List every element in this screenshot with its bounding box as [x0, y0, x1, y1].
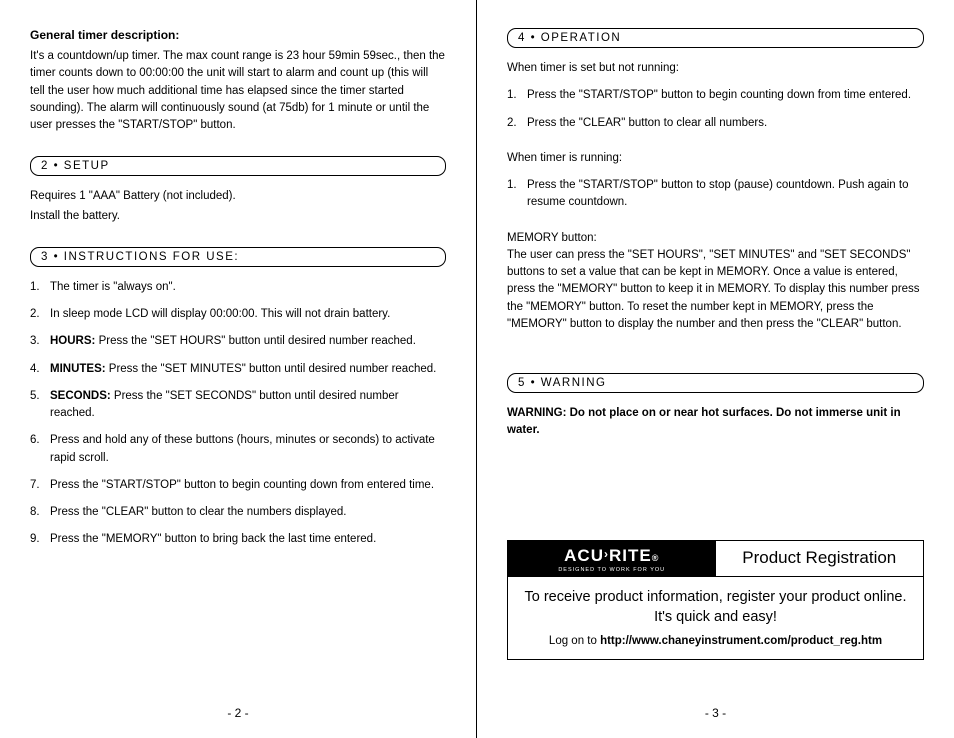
page-number-right: - 3 -	[477, 706, 954, 720]
op-intro-1: When timer is set but not running:	[507, 60, 924, 77]
registration-header: ACU›RITE® DESIGNED TO WORK FOR YOU Produ…	[508, 541, 923, 577]
section-warning-header: 5 • WARNING	[507, 373, 924, 393]
brand-tagline: DESIGNED TO WORK FOR YOU	[508, 567, 716, 573]
instr-item: SECONDS: Press the "SET SECONDS" button …	[30, 388, 446, 423]
instr-item: The timer is "always on".	[30, 279, 446, 296]
memory-body: The user can press the "SET HOURS", "SET…	[507, 247, 924, 333]
instr-item: Press the "CLEAR" button to clear the nu…	[30, 504, 446, 521]
instr-text: Press the "SET MINUTES" button until des…	[106, 363, 437, 375]
op-item: Press the "START/STOP" button to begin c…	[507, 87, 924, 104]
reg-url-prefix: Log on to	[549, 635, 600, 647]
instr-text: Press the "SET HOURS" button until desir…	[95, 335, 416, 347]
op-item: Press the "CLEAR" button to clear all nu…	[507, 115, 924, 132]
general-desc-body: It's a countdown/up timer. The max count…	[30, 48, 446, 134]
memory-title: MEMORY button:	[507, 230, 924, 247]
section-setup-header: 2 • SETUP	[30, 156, 446, 176]
warning-body: WARNING: Do not place on or near hot sur…	[507, 405, 924, 440]
instr-bold: MINUTES:	[50, 363, 106, 375]
section-instructions-header: 3 • INSTRUCTIONS FOR USE:	[30, 247, 446, 267]
registration-box: ACU›RITE® DESIGNED TO WORK FOR YOU Produ…	[507, 540, 924, 661]
brand-name: ACU›RITE®	[508, 546, 716, 566]
instr-bold: SECONDS:	[50, 390, 111, 402]
general-desc-title: General timer description:	[30, 28, 446, 42]
page-number-left: - 2 -	[0, 706, 476, 720]
instr-item: Press and hold any of these buttons (hou…	[30, 432, 446, 467]
setup-body-1: Requires 1 "AAA" Battery (not included).	[30, 188, 446, 205]
setup-body-2: Install the battery.	[30, 208, 446, 225]
instr-item: In sleep mode LCD will display 00:00:00.…	[30, 306, 446, 323]
registration-body: To receive product information, register…	[508, 577, 923, 660]
instructions-list: The timer is "always on". In sleep mode …	[30, 279, 446, 549]
instr-bold: HOURS:	[50, 335, 95, 347]
section-operation-header: 4 • OPERATION	[507, 28, 924, 48]
registration-line1: To receive product information, register…	[516, 587, 915, 628]
registration-title: Product Registration	[716, 541, 924, 576]
page-left: General timer description: It's a countd…	[0, 0, 477, 738]
instr-item: Press the "MEMORY" button to bring back …	[30, 531, 446, 548]
instr-item: HOURS: Press the "SET HOURS" button unti…	[30, 333, 446, 350]
page-right: 4 • OPERATION When timer is set but not …	[477, 0, 954, 738]
instr-item: MINUTES: Press the "SET MINUTES" button …	[30, 361, 446, 378]
op-list-2: Press the "START/STOP" button to stop (p…	[507, 177, 924, 212]
brand-block: ACU›RITE® DESIGNED TO WORK FOR YOU	[508, 541, 716, 576]
reg-url: http://www.chaneyinstrument.com/product_…	[600, 635, 882, 647]
instr-item: Press the "START/STOP" button to begin c…	[30, 477, 446, 494]
registration-url-line: Log on to http://www.chaneyinstrument.co…	[516, 635, 915, 647]
op-item: Press the "START/STOP" button to stop (p…	[507, 177, 924, 212]
op-list-1: Press the "START/STOP" button to begin c…	[507, 87, 924, 132]
op-intro-2: When timer is running:	[507, 150, 924, 167]
